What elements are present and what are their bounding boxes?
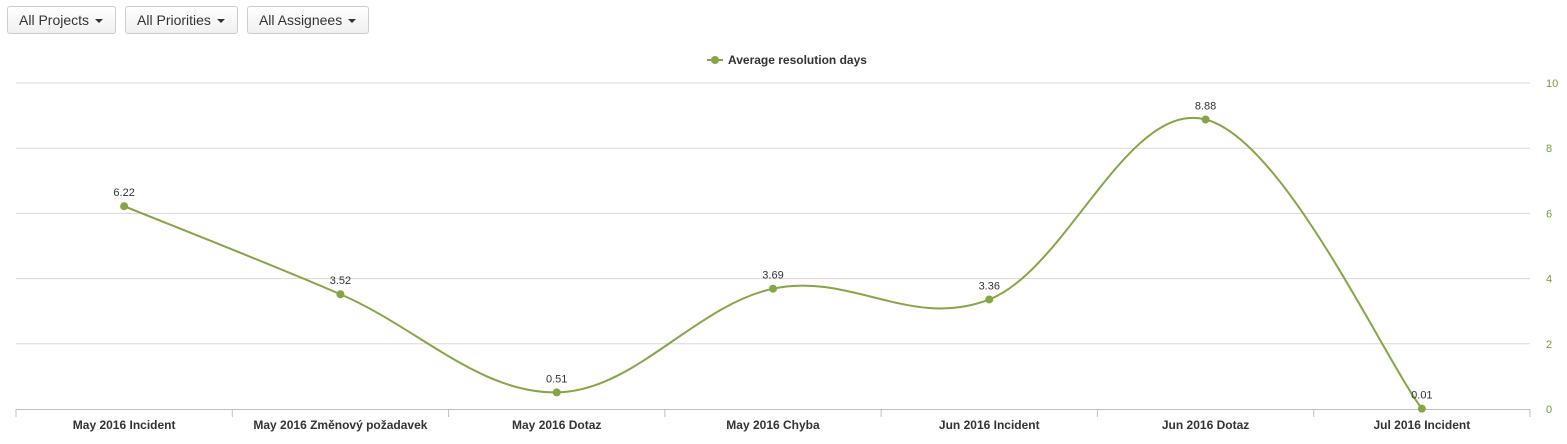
y-axis-ticks: 0 2 4 6 8 10: [1546, 78, 1558, 416]
caret-down-icon: [95, 18, 104, 23]
x-category-label: Jun 2016 Dotaz: [1162, 418, 1249, 432]
y-tick-label: 8: [1546, 143, 1552, 155]
series-line: [123, 116, 1423, 410]
filter-bar: All Projects All Priorities All Assignee…: [7, 6, 370, 34]
x-category-label: May 2016 Změnový požadavek: [253, 418, 427, 432]
y-tick-label: 6: [1546, 208, 1552, 220]
data-label: 0.51: [546, 373, 567, 385]
projects-filter-label: All Projects: [19, 12, 90, 28]
data-label: 3.52: [330, 275, 351, 287]
legend-item-label[interactable]: Average resolution days: [728, 53, 867, 67]
series-average-resolution-days: [120, 115, 1426, 413]
priorities-filter-dropdown[interactable]: All Priorities: [125, 6, 238, 34]
data-point[interactable]: [1417, 404, 1426, 413]
data-label: 3.36: [979, 280, 1000, 292]
legend-marker-icon: [711, 56, 719, 64]
data-point[interactable]: [769, 284, 777, 293]
x-category-label: May 2016 Chyba: [726, 418, 820, 432]
data-label: 8.88: [1195, 101, 1216, 113]
caret-down-icon: [348, 18, 357, 23]
data-point[interactable]: [1201, 115, 1210, 124]
caret-down-icon: [216, 18, 225, 23]
x-axis-categories: May 2016 Incident May 2016 Změnový požada…: [73, 418, 1470, 432]
assignees-filter-dropdown[interactable]: All Assignees: [246, 6, 370, 34]
x-axis: [15, 409, 1531, 417]
projects-filter-dropdown[interactable]: All Projects: [7, 6, 117, 34]
data-label: 6.22: [113, 187, 134, 199]
data-labels: 6.22 3.52 0.51 3.69 3.36 8.88 0.01: [113, 101, 1432, 402]
data-point[interactable]: [120, 202, 129, 211]
data-point[interactable]: [552, 388, 561, 397]
grid-lines: [16, 82, 1530, 345]
data-label: 0.01: [1411, 390, 1432, 402]
x-category-label: May 2016 Incident: [73, 418, 176, 432]
legend[interactable]: Average resolution days: [707, 53, 867, 67]
priorities-filter-label: All Priorities: [137, 12, 211, 28]
x-category-label: Jul 2016 Incident: [1374, 418, 1471, 432]
assignees-filter-label: All Assignees: [258, 12, 343, 28]
y-tick-label: 0: [1546, 404, 1552, 416]
data-label: 3.69: [762, 270, 783, 282]
y-tick-label: 4: [1546, 274, 1552, 286]
data-point[interactable]: [336, 290, 345, 299]
x-category-label: Jun 2016 Incident: [939, 418, 1040, 432]
x-category-label: May 2016 Dotaz: [512, 418, 601, 432]
y-tick-label: 2: [1546, 339, 1552, 351]
y-tick-label: 10: [1546, 78, 1558, 90]
data-point[interactable]: [985, 295, 994, 304]
